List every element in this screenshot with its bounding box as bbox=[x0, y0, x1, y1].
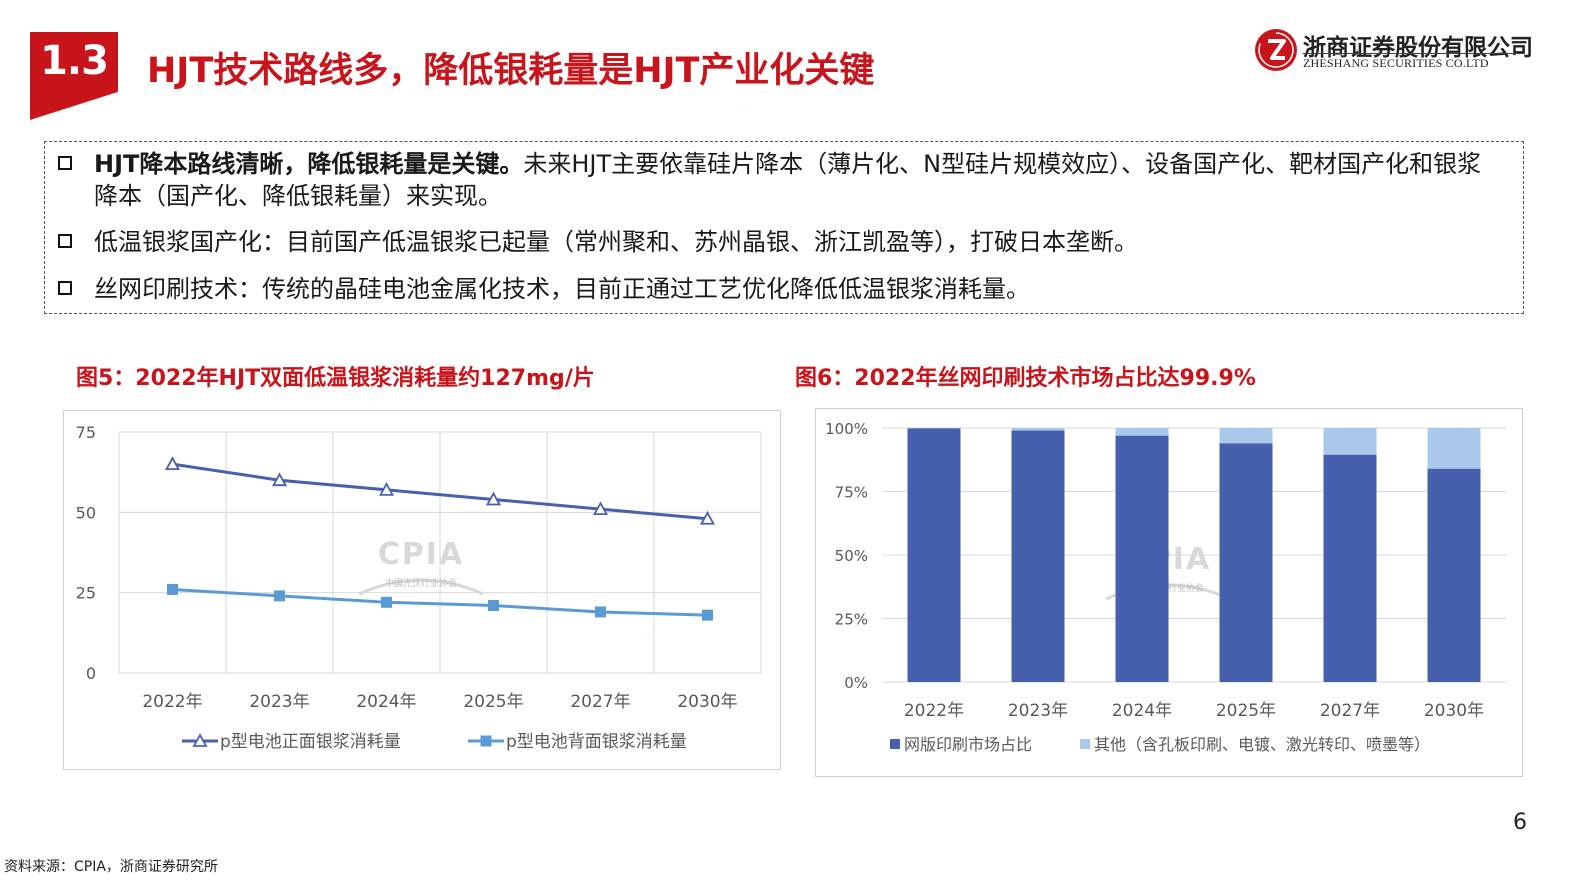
company-logo-icon bbox=[1255, 29, 1297, 71]
legend-marker bbox=[480, 735, 492, 747]
data-point-triangle bbox=[271, 472, 288, 487]
data-point-square bbox=[274, 590, 285, 602]
bar-segment bbox=[1323, 428, 1377, 455]
checkbox-square-icon bbox=[58, 281, 72, 295]
data-point-square bbox=[167, 583, 178, 595]
y-tick-label: 50 bbox=[76, 503, 96, 522]
data-point-triangle bbox=[485, 491, 502, 506]
source-note: 资料来源：CPIA，浙商证券研究所 bbox=[4, 859, 218, 875]
bullet-text: 丝网印刷技术：传统的晶硅电池金属化技术，目前正通过工艺优化降低低温银浆消耗量。 bbox=[94, 275, 1030, 303]
bullet-item: HJT降本路线清晰，降低银耗量是关键。未来HJT主要依靠硅片降本（薄片化、N型硅… bbox=[58, 148, 1498, 212]
data-point-triangle bbox=[592, 501, 609, 516]
y-tick-label: 25 bbox=[76, 584, 96, 603]
bullet-item: 丝网印刷技术：传统的晶硅电池金属化技术，目前正通过工艺优化降低低温银浆消耗量。 bbox=[58, 273, 1498, 305]
x-tick-label: 2022年 bbox=[142, 692, 202, 712]
x-tick-label: 2030年 bbox=[1424, 701, 1484, 721]
key-points-box bbox=[44, 141, 1524, 314]
data-point-triangle bbox=[164, 456, 181, 471]
line-chart-frame: 0 25 50 75 2022年 2023年 2024年 2025年 2027年 2030年 CPI… bbox=[63, 410, 781, 770]
bar-chart-frame: 0%25%50%75%100%CPIA中国光伏行业协会2022年2023年202… bbox=[815, 408, 1523, 777]
y-tick-label: 75 bbox=[76, 423, 96, 442]
y-tick-label: 25% bbox=[835, 611, 868, 629]
bar-segment bbox=[1427, 468, 1481, 682]
series-line bbox=[172, 587, 708, 617]
data-point-square bbox=[488, 600, 499, 612]
bullet-bold-text: HJT降本路线清晰，降低银耗量是关键。 bbox=[94, 150, 524, 178]
stacked-bar-chart: 0%25%50%75%100%CPIA中国光伏行业协会2022年2023年202… bbox=[825, 420, 1506, 754]
bullet-item: 低温银浆国产化：目前国产低温银浆已起量（常州聚和、苏州晶银、浙江凯盈等），打破日… bbox=[58, 226, 1498, 258]
y-tick-label: 100% bbox=[825, 420, 868, 438]
legend-marker bbox=[192, 733, 208, 747]
bar-segment bbox=[907, 428, 961, 682]
x-tick-label: 2025年 bbox=[463, 692, 523, 712]
logo-divider bbox=[1303, 53, 1525, 54]
section-number: 1.3 bbox=[40, 38, 109, 84]
page-title: HJT技术路线多，降低银耗量是HJT产业化关键 bbox=[147, 51, 875, 91]
bar-segment bbox=[1323, 454, 1377, 682]
bar-segment bbox=[1011, 428, 1065, 431]
y-tick-label: 50% bbox=[835, 547, 868, 565]
legend-label: 其他（含孔板印刷、电镀、激光转印、喷墨等） bbox=[1094, 735, 1430, 754]
company-name-en: ZHESHANG SECURITIES CO.LTD bbox=[1303, 56, 1489, 70]
watermark-arc bbox=[358, 578, 484, 596]
figure-5-title: 图5：2022年HJT双面低温银浆消耗量约127mg/片 bbox=[76, 366, 595, 391]
data-point-triangle bbox=[699, 510, 716, 525]
legend-label: 网版印刷市场占比 bbox=[904, 735, 1032, 754]
bar-segment bbox=[1115, 428, 1169, 436]
bar-segment bbox=[1219, 443, 1273, 682]
bar-segment bbox=[1011, 430, 1065, 682]
x-tick-label: 2024年 bbox=[1112, 701, 1172, 721]
company-name-cn: 浙商证券股份有限公司 bbox=[1303, 34, 1533, 61]
data-point-triangle bbox=[378, 481, 395, 496]
legend-label: p型电池背面银浆消耗量 bbox=[506, 732, 687, 752]
page-number: 6 bbox=[1513, 810, 1527, 835]
checkbox-square-icon bbox=[58, 234, 72, 248]
watermark-brand: CPIA bbox=[378, 537, 464, 572]
x-tick-label: 2027年 bbox=[1320, 701, 1380, 721]
x-tick-label: 2024年 bbox=[356, 692, 416, 712]
data-point-square bbox=[595, 606, 606, 618]
bar-segment bbox=[1427, 428, 1481, 469]
legend-label: p型电池正面银浆消耗量 bbox=[220, 732, 401, 752]
bullet-text: 未来HJT主要依靠硅片降本（薄片化、N型硅片规模效应）、设备国产化、靶材国产化和… bbox=[94, 150, 1482, 210]
line-chart: 0 25 50 75 2022年 2023年 2024年 2025年 2027年 2030年 CPI… bbox=[76, 423, 762, 752]
legend-swatch bbox=[1080, 739, 1090, 749]
data-point-square bbox=[381, 596, 392, 608]
x-tick-label: 2022年 bbox=[904, 701, 964, 721]
series-line bbox=[172, 462, 708, 521]
checkbox-square-icon bbox=[58, 156, 72, 170]
x-tick-label: 2023年 bbox=[1008, 701, 1068, 721]
data-point-square bbox=[702, 609, 713, 621]
watermark-sub: 中国光伏行业协会 bbox=[385, 577, 457, 589]
y-tick-label: 0% bbox=[844, 674, 868, 692]
legend-swatch bbox=[890, 739, 900, 749]
figure-6-title: 图6：2022年丝网印刷技术市场占比达99.9% bbox=[795, 366, 1256, 391]
y-tick-label: 0 bbox=[86, 664, 96, 683]
y-tick-label: 75% bbox=[835, 484, 868, 502]
x-tick-label: 2030年 bbox=[677, 692, 737, 712]
bar-segment bbox=[1115, 435, 1169, 682]
x-tick-label: 2023年 bbox=[249, 692, 309, 712]
x-tick-label: 2027年 bbox=[570, 692, 630, 712]
bullet-text: 低温银浆国产化：目前国产低温银浆已起量（常州聚和、苏州晶银、浙江凯盈等），打破日… bbox=[94, 228, 1138, 256]
x-tick-label: 2025年 bbox=[1216, 701, 1276, 721]
bar-segment bbox=[1219, 428, 1273, 444]
